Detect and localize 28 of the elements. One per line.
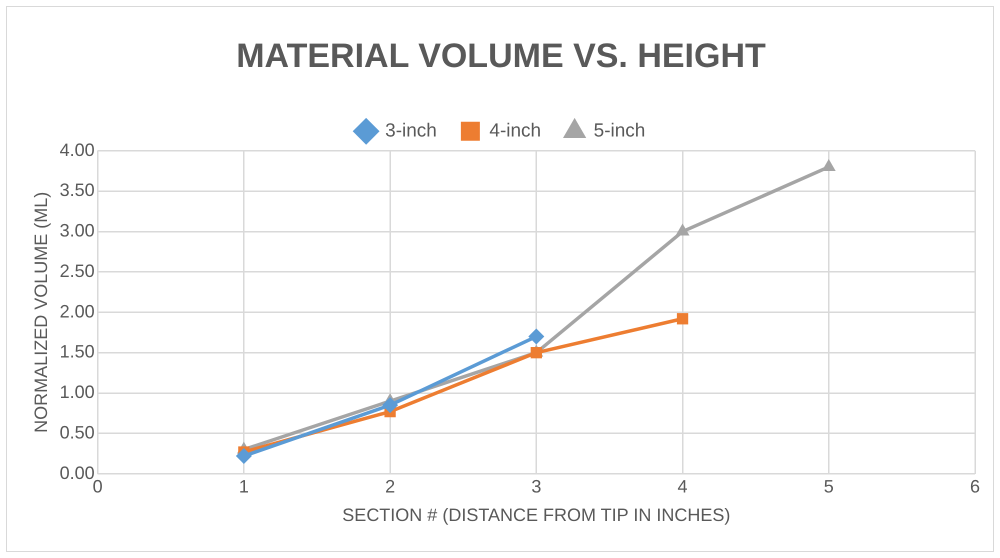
y-tick-label: 1.50 bbox=[60, 342, 95, 362]
point bbox=[676, 224, 690, 236]
x-tick-label: 0 bbox=[92, 476, 103, 497]
y-tick-label: 0.50 bbox=[60, 422, 95, 442]
y-tick-label: 3.50 bbox=[60, 180, 95, 200]
x-axis-title: SECTION # (DISTANCE FROM TIP IN INCHES) bbox=[342, 505, 730, 526]
point bbox=[382, 397, 398, 414]
point bbox=[236, 448, 252, 464]
x-tick-label: 2 bbox=[385, 476, 396, 497]
x-tick-label: 4 bbox=[678, 476, 688, 497]
y-tick-label: 0.00 bbox=[60, 462, 95, 483]
x-tick-label: 5 bbox=[824, 476, 834, 497]
point bbox=[530, 347, 542, 358]
chart-title: MATERIAL VOLUME VS. HEIGHT bbox=[236, 36, 766, 75]
x-tick-label: 3 bbox=[531, 476, 542, 497]
y-tick-label: 2.00 bbox=[60, 301, 95, 322]
y-axis-title: NORMALIZED VOLUME (ML) bbox=[30, 192, 51, 433]
x-tick-label: 6 bbox=[970, 476, 980, 497]
point bbox=[528, 328, 544, 345]
legend-label: 4-inch bbox=[489, 120, 542, 142]
y-tick-label: 3.00 bbox=[60, 220, 95, 241]
y-tick-label: 4.00 bbox=[60, 140, 95, 160]
legend-label: 3-inch bbox=[385, 120, 437, 142]
x-tick-label: 1 bbox=[238, 476, 249, 497]
y-tick-label: 1.00 bbox=[60, 382, 95, 402]
point bbox=[676, 313, 688, 324]
y-tick-label: 2.50 bbox=[60, 260, 95, 281]
legend-label: 5-inch bbox=[594, 120, 646, 142]
